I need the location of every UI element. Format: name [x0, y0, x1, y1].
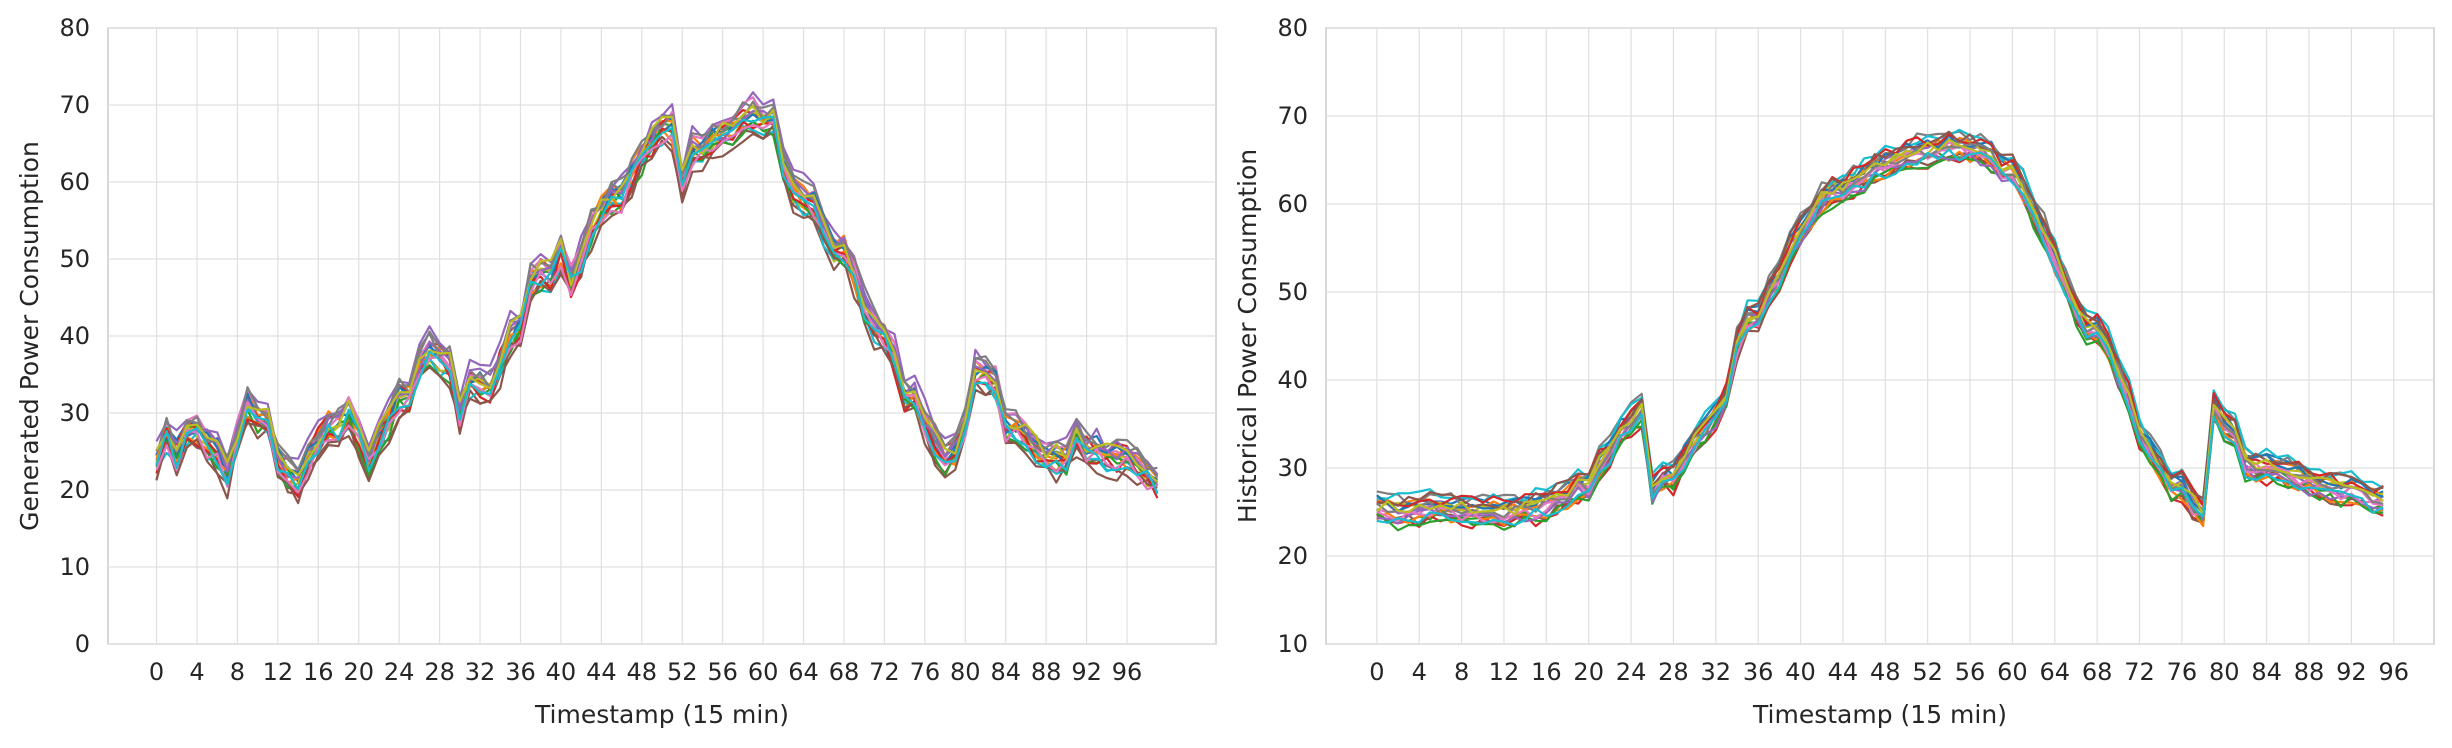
y-tick-labels: 10 20 30 40 50 60 70 80: [1277, 14, 1308, 658]
x-tick-label: 44: [1828, 658, 1859, 686]
x-tick-label: 36: [1743, 658, 1774, 686]
y-tick-label: 30: [59, 399, 90, 427]
plot-area: [1325, 27, 2435, 645]
x-tick-label: 16: [303, 658, 334, 686]
x-tick-label: 4: [1412, 658, 1427, 686]
x-tick-label: 28: [424, 658, 455, 686]
series-line: [1376, 138, 2384, 516]
x-tick-labels: 0 4 8 12 16 20 24 28 32 36 40 44 48 52 56 60 64 68 72 76 80 8…: [1369, 658, 2409, 686]
x-tick-label: 88: [1031, 658, 1062, 686]
y-tick-label: 80: [1277, 14, 1308, 42]
series-line: [1376, 128, 2384, 503]
x-tick-label: 84: [990, 658, 1021, 686]
x-tick-label: 52: [1912, 658, 1943, 686]
y-tick-label: 40: [1277, 366, 1308, 394]
x-tick-label: 8: [1454, 658, 1469, 686]
x-tick-label: 16: [1531, 658, 1562, 686]
y-tick-label: 60: [1277, 190, 1308, 218]
x-tick-label: 68: [829, 658, 860, 686]
x-tick-label: 96: [2378, 658, 2409, 686]
series-line: [1376, 148, 2384, 527]
x-axis-label: Timestamp (15 min): [1752, 700, 2007, 729]
series-line: [1376, 145, 2384, 524]
x-tick-label: 88: [2294, 658, 2325, 686]
x-tick-label: 80: [950, 658, 981, 686]
x-axis-label: Timestamp (15 min): [534, 700, 789, 729]
x-tick-label: 0: [1369, 658, 1384, 686]
historical-power-chart: 0 4 8 12 16 20 24 28 32 36 40 44 48 52 56 60 64 68 72 76 80 8…: [1233, 14, 2435, 729]
x-tick-label: 32: [465, 658, 496, 686]
x-tick-label: 40: [1785, 658, 1816, 686]
y-tick-label: 20: [59, 476, 90, 504]
x-tick-label: 76: [910, 658, 941, 686]
y-tick-labels: 0 10 20 30 40 50 60 70 80: [59, 14, 90, 658]
series-line: [155, 115, 1159, 495]
x-tick-label: 92: [1071, 658, 1102, 686]
x-tick-label: 72: [869, 658, 900, 686]
x-tick-label: 28: [1658, 658, 1689, 686]
x-tick-label: 60: [1997, 658, 2028, 686]
x-tick-label: 12: [263, 658, 294, 686]
x-tick-label: 84: [2251, 658, 2282, 686]
x-tick-label: 20: [343, 658, 374, 686]
x-tick-label: 80: [2209, 658, 2240, 686]
x-tick-label: 92: [2336, 658, 2367, 686]
y-tick-label: 60: [59, 168, 90, 196]
x-tick-label: 60: [748, 658, 779, 686]
series-line: [155, 124, 1158, 505]
gridlines: [1326, 27, 2434, 645]
x-tick-label: 48: [1870, 658, 1901, 686]
x-tick-label: 72: [2124, 658, 2155, 686]
y-tick-label: 30: [1277, 454, 1308, 482]
y-tick-label: 70: [59, 91, 90, 119]
x-tick-label: 76: [2167, 658, 2198, 686]
y-tick-label: 50: [1277, 278, 1308, 306]
x-tick-label: 32: [1701, 658, 1732, 686]
y-tick-label: 10: [59, 553, 90, 581]
y-tick-label: 40: [59, 322, 90, 350]
y-axis-label: Historical Power Consumption: [1233, 149, 1262, 523]
series-line: [155, 120, 1158, 494]
series-line: [1376, 130, 2384, 510]
x-tick-label: 4: [189, 658, 204, 686]
x-tick-label: 24: [384, 658, 415, 686]
x-tick-label: 68: [2082, 658, 2113, 686]
x-tick-label: 0: [149, 658, 164, 686]
generated-power-chart: 0 4 8 12 16 20 24 28 32 36 40 44 48 52 56 60 64 68 72 76 80 8…: [15, 14, 1217, 729]
x-tick-label: 56: [707, 658, 738, 686]
x-tick-label: 24: [1616, 658, 1647, 686]
y-tick-label: 10: [1277, 630, 1308, 658]
series-lines: [155, 91, 1159, 505]
series-lines: [1375, 128, 2384, 532]
y-tick-label: 0: [75, 630, 90, 658]
y-tick-label: 50: [59, 245, 90, 273]
y-axis-label: Generated Power Consumption: [15, 141, 44, 531]
x-tick-label: 96: [1112, 658, 1143, 686]
y-tick-label: 20: [1277, 542, 1308, 570]
x-tick-label: 64: [788, 658, 819, 686]
y-tick-label: 70: [1277, 102, 1308, 130]
x-tick-label: 20: [1573, 658, 1604, 686]
x-tick-label: 56: [1955, 658, 1986, 686]
x-tick-label: 36: [505, 658, 536, 686]
x-tick-label: 8: [230, 658, 245, 686]
series-line: [155, 100, 1158, 471]
x-tick-label: 52: [667, 658, 698, 686]
x-tick-label: 44: [586, 658, 617, 686]
x-tick-label: 40: [546, 658, 577, 686]
y-tick-label: 80: [59, 14, 90, 42]
x-tick-label: 12: [1489, 658, 1520, 686]
series-line: [1376, 133, 2384, 508]
x-tick-labels: 0 4 8 12 16 20 24 28 32 36 40 44 48 52 56 60 64 68 72 76 80 8…: [149, 658, 1142, 686]
x-tick-label: 48: [627, 658, 658, 686]
x-tick-label: 64: [2040, 658, 2071, 686]
